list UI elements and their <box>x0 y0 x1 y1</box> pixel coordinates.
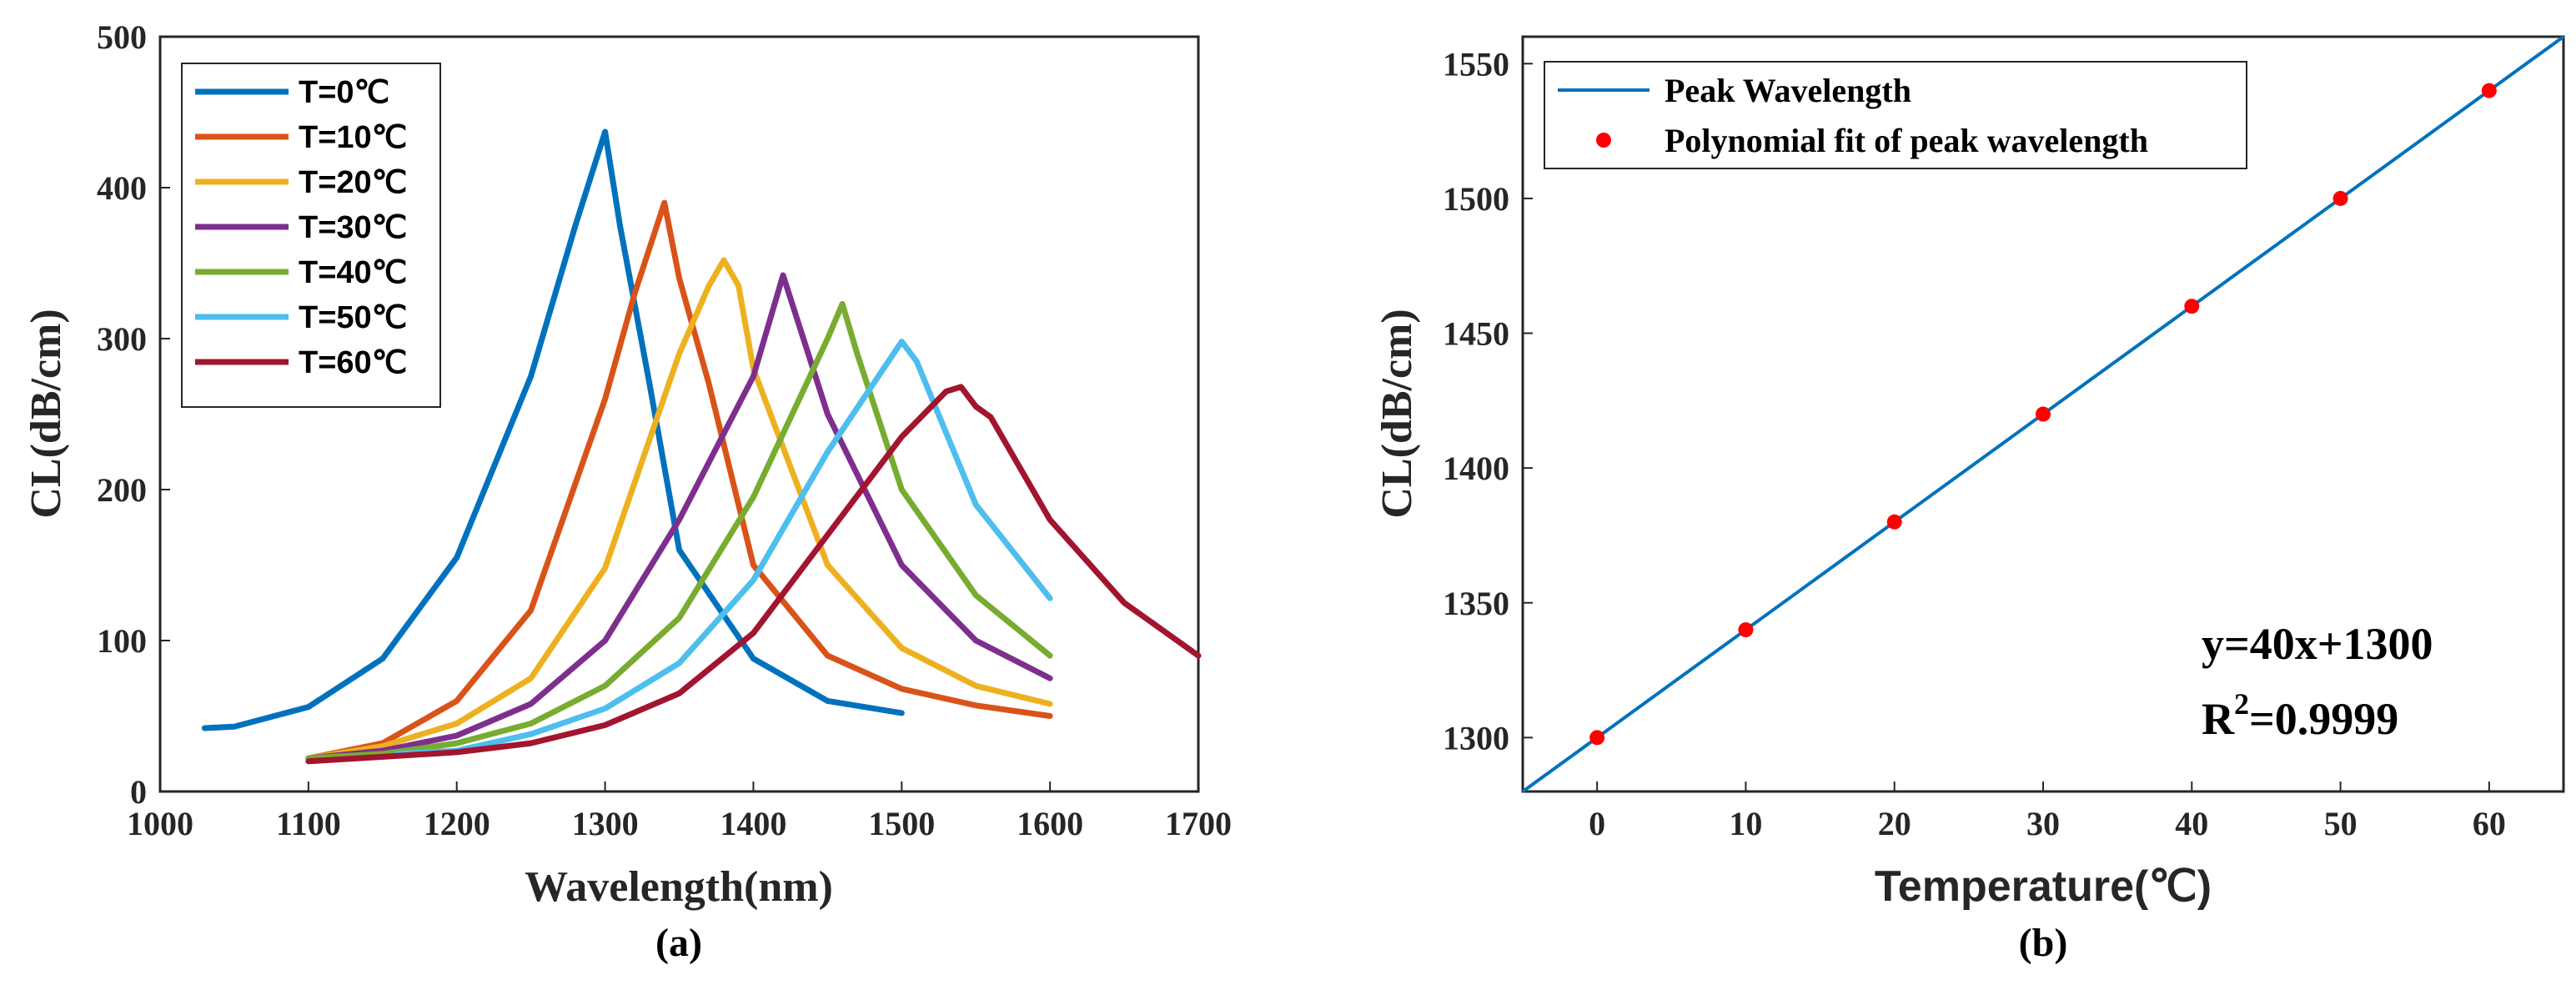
y-tick-label-b: 1550 <box>1443 45 1509 83</box>
series-line-3 <box>305 272 1053 761</box>
legend-a-label-5: T=50℃ <box>299 300 407 335</box>
y-tick-label-b: 1400 <box>1443 450 1509 487</box>
x-tick-label-b: 0 <box>1589 805 1605 842</box>
y-tick-label-a: 200 <box>97 471 147 509</box>
legend-b-point-swatch <box>1596 133 1611 148</box>
x-tick-label-b: 50 <box>2324 805 2358 842</box>
data-point <box>2481 83 2497 98</box>
legend-a-label-4: T=40℃ <box>299 255 407 290</box>
x-tick-label-a: 1100 <box>276 805 341 842</box>
legend-a-label-2: T=20℃ <box>299 165 407 200</box>
fit-annotation: y=40x+1300 R2=0.9999 <box>2202 619 2433 744</box>
data-point <box>1886 514 1902 530</box>
x-tick-labels-a: 1000 1100 1200 1300 1400 1500 1600 1700 <box>127 781 1232 842</box>
x-tick-label-b: 60 <box>2473 805 2506 842</box>
y-axis-label-b: CL(dB/cm) <box>1373 309 1421 518</box>
y-tick-label-a: 300 <box>97 320 147 358</box>
legend-b-point-label: Polynomial fit of peak wavelength <box>1665 122 2148 159</box>
legend-a: T=0℃ T=10℃ T=20℃ T=30℃ T=40℃ T=50℃ T=60℃ <box>181 63 441 408</box>
data-point <box>1589 730 1605 746</box>
series-line-1 <box>305 199 1053 761</box>
data-point <box>2036 406 2051 422</box>
series-line-6 <box>305 384 1202 765</box>
y-tick-label-b: 1350 <box>1443 585 1509 622</box>
x-tick-label-a: 1400 <box>720 805 786 842</box>
data-point <box>2184 299 2200 314</box>
y-tick-label-a: 100 <box>97 622 147 660</box>
caption-b: (b) <box>2019 921 2068 965</box>
fit-r-squared: R2=0.9999 <box>2202 687 2398 744</box>
y-tick-label-b: 1300 <box>1443 719 1509 756</box>
fit-equation: y=40x+1300 <box>2202 619 2433 669</box>
y-tick-labels-b: 1300 1350 1400 1450 1500 1550 <box>1443 45 1533 756</box>
y-tick-label-a: 500 <box>97 18 147 56</box>
legend-b-line-label: Peak Wavelength <box>1665 72 1911 109</box>
x-tick-label-b: 20 <box>1878 805 1911 842</box>
y-tick-label-b: 1500 <box>1443 180 1509 218</box>
x-tick-labels-b: 0 10 20 30 40 50 60 <box>1589 781 2506 842</box>
x-tick-label-a: 1000 <box>127 805 193 842</box>
legend-box-b <box>1544 61 2247 169</box>
legend-a-label-1: T=10℃ <box>299 120 407 155</box>
y-tick-label-b: 1450 <box>1443 315 1509 353</box>
legend-box-a <box>181 63 441 408</box>
series-lines-a <box>201 128 1202 765</box>
x-tick-label-a: 1500 <box>868 805 935 842</box>
x-tick-label-b: 40 <box>2175 805 2208 842</box>
x-tick-label-a: 1300 <box>572 805 639 842</box>
x-tick-label-a: 1600 <box>1017 805 1083 842</box>
x-tick-label-a: 1200 <box>424 805 490 842</box>
y-tick-label-a: 0 <box>130 773 147 811</box>
y-axis-label-a: CL(dB/cm) <box>23 309 70 518</box>
y-tick-labels-a: 0 100 200 300 400 500 <box>97 18 170 811</box>
legend-b: Peak Wavelength Polynomial fit of peak w… <box>1544 61 2247 169</box>
data-point <box>1738 622 1754 638</box>
x-axis-label-b: Temperature(℃) <box>1875 862 2212 911</box>
x-tick-label-a: 1700 <box>1165 805 1232 842</box>
legend-a-label-3: T=30℃ <box>299 210 407 245</box>
series-line-5 <box>394 339 1053 757</box>
series-line-4 <box>305 300 1053 761</box>
x-tick-label-b: 30 <box>2026 805 2060 842</box>
y-tick-label-a: 400 <box>97 169 147 207</box>
panel-a: 1000 1100 1200 1300 1400 1500 1600 1700 0 100 200… <box>23 18 1232 965</box>
series-line-2 <box>305 257 1053 761</box>
panel-b: 0 10 20 30 40 50 60 1300 1350 1400 1450 1500 1550 T… <box>1373 35 2565 965</box>
x-axis-label-a: Wavelength(nm) <box>525 863 833 911</box>
x-tick-label-b: 10 <box>1729 805 1762 842</box>
caption-a: (a) <box>655 921 702 965</box>
legend-a-label-6: T=60℃ <box>299 345 407 380</box>
data-point <box>2332 190 2348 206</box>
legend-a-label-0: T=0℃ <box>299 75 389 110</box>
